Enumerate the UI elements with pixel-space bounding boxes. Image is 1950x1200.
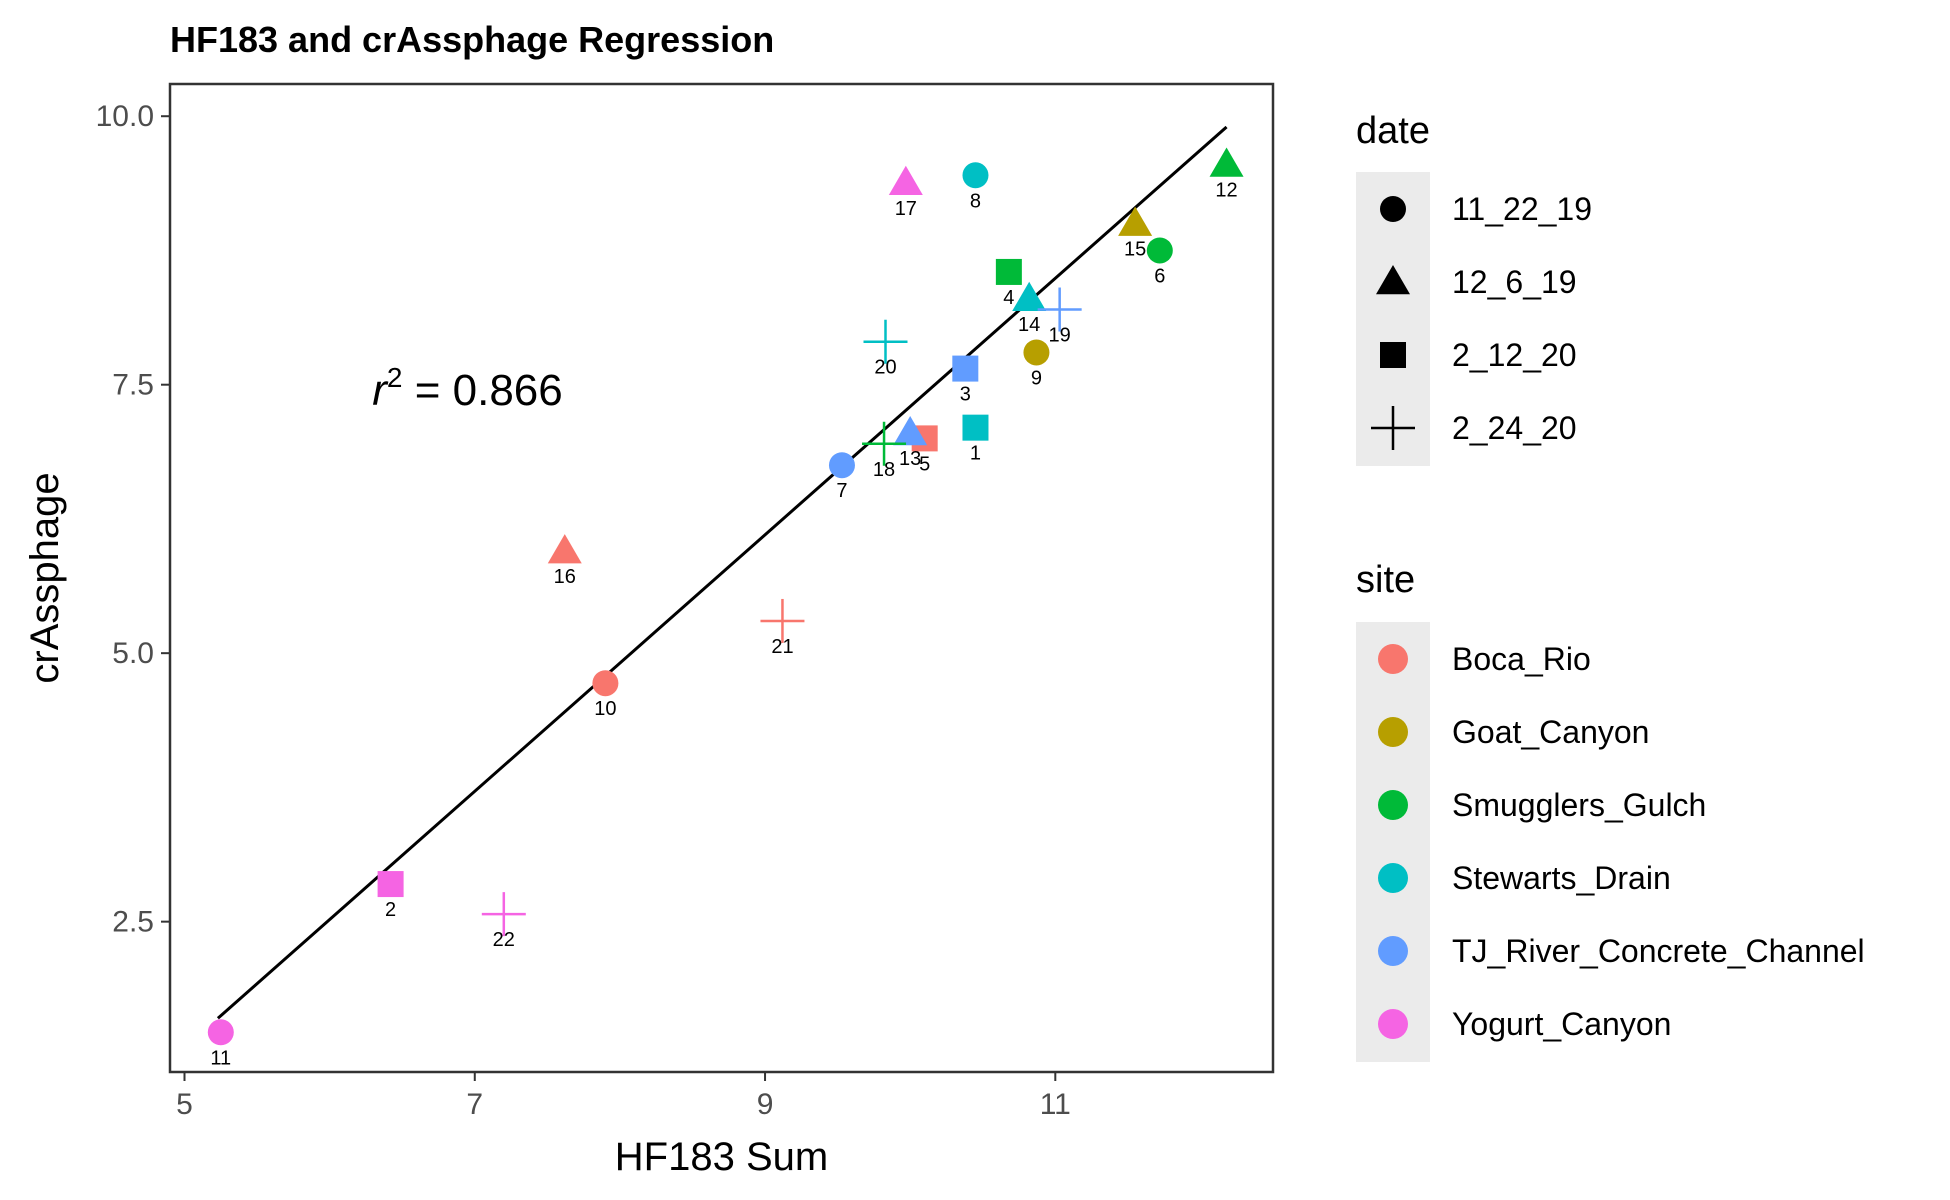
legend-date-label: 2_12_20	[1452, 337, 1577, 373]
point-label: 6	[1154, 265, 1165, 287]
point-label: 15	[1124, 239, 1146, 261]
data-point-18	[862, 421, 907, 466]
data-point-14	[1012, 281, 1047, 312]
point-label: 16	[554, 566, 576, 588]
data-point-11	[207, 1019, 234, 1046]
point-label: 12	[1215, 180, 1237, 202]
legend-key-plus	[1371, 406, 1415, 450]
legend-key-circle	[1380, 196, 1406, 222]
r-value: = 0.866	[403, 366, 563, 415]
legend-date-title: date	[1356, 110, 1430, 152]
data-point-22	[481, 892, 526, 937]
regression-line	[216, 125, 1228, 1020]
data-point-10	[592, 670, 619, 697]
point-label: 10	[594, 698, 616, 720]
point-label: 9	[1031, 367, 1042, 389]
data-point-6	[1146, 237, 1173, 264]
legend-site-label: Stewarts_Drain	[1452, 860, 1671, 896]
point-label: 4	[1003, 287, 1014, 309]
legend-key-swatch	[1378, 936, 1408, 966]
x-tick-label: 11	[1040, 1088, 1071, 1121]
legend-site-label: Yogurt_Canyon	[1452, 1006, 1671, 1042]
data-point-16	[547, 534, 582, 564]
chart-title: HF183 and crAssphage Regression	[170, 19, 774, 60]
point-label: 18	[873, 459, 895, 481]
point-label: 8	[970, 190, 981, 212]
legend-site-key-background	[1356, 622, 1430, 1062]
legend-key-swatch	[1378, 644, 1408, 674]
legend-key-swatch	[1378, 790, 1408, 820]
point-label: 22	[493, 929, 515, 951]
data-point-21	[760, 598, 805, 643]
data-point-9	[1023, 339, 1050, 366]
x-tick-label: 5	[176, 1088, 193, 1121]
point-label: 2	[385, 899, 396, 921]
data-point-8	[962, 162, 989, 189]
legend-site-label: Goat_Canyon	[1452, 714, 1649, 750]
legend-key-square	[1380, 342, 1406, 368]
data-point-17	[888, 165, 923, 196]
data-point-12	[1209, 147, 1244, 177]
data-point-4	[995, 258, 1022, 285]
y-tick-label: 7.5	[112, 369, 154, 402]
point-label: 7	[836, 480, 847, 502]
legend-site-label: Smugglers_Gulch	[1452, 787, 1706, 823]
data-point-3	[952, 355, 979, 382]
point-label: 1	[970, 443, 981, 465]
data-point-15	[1118, 206, 1153, 236]
point-label: 5	[919, 453, 930, 475]
legend-site-label: Boca_Rio	[1452, 641, 1591, 677]
data-point-13	[893, 416, 928, 446]
data-point-7	[828, 452, 855, 479]
point-label: 21	[771, 636, 793, 658]
legend-site-label: TJ_River_Concrete_Channel	[1452, 933, 1865, 969]
legend-key-swatch	[1378, 1009, 1408, 1039]
legend-key-triangle	[1376, 265, 1410, 295]
point-label: 20	[874, 357, 896, 379]
legend-key-swatch	[1378, 863, 1408, 893]
y-tick-label: 5.0	[112, 637, 154, 670]
x-tick-label: 9	[757, 1088, 774, 1121]
panel-border	[168, 82, 1275, 1074]
y-tick-label: 2.5	[112, 906, 154, 939]
point-label: 13	[899, 448, 921, 470]
data-point-1	[962, 414, 989, 441]
point-label: 3	[960, 384, 971, 406]
data-point-19	[1037, 287, 1082, 332]
legend-date-label: 2_24_20	[1452, 410, 1577, 446]
r-symbol: r	[372, 366, 389, 415]
data-point-20	[863, 319, 908, 364]
legend-key-swatch	[1378, 717, 1408, 747]
legend-date-label: 11_22_19	[1452, 191, 1592, 227]
x-tick-label: 7	[466, 1088, 483, 1121]
point-label: 11	[210, 1047, 231, 1069]
legend-site-title: site	[1356, 559, 1415, 601]
x-axis-title: HF183 Sum	[615, 1135, 828, 1179]
y-tick-label: 10.0	[96, 100, 154, 133]
r-squared-annotation: r2 = 0.866	[372, 362, 563, 415]
data-point-2	[377, 871, 404, 898]
r-superscript: 2	[387, 362, 403, 393]
y-axis-title: crAssphage	[23, 472, 67, 683]
point-label: 17	[895, 198, 917, 220]
legend-date-label: 12_6_19	[1452, 264, 1577, 300]
point-label: 19	[1049, 325, 1071, 347]
point-label: 14	[1018, 314, 1040, 336]
